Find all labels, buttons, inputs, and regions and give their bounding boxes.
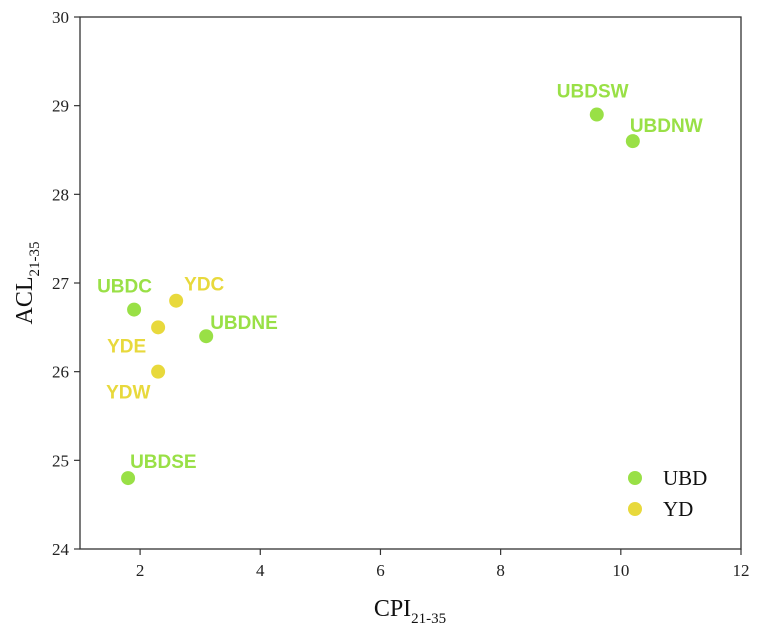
data-point-ubdnw (625, 134, 640, 149)
data-point-ydw (151, 364, 166, 379)
y-tick-label: 28 (52, 185, 69, 204)
data-label-ubdse: UBDSE (130, 452, 197, 473)
legend-marker-yd (628, 502, 642, 516)
y-tick-label: 29 (52, 97, 69, 116)
data-points (121, 107, 640, 486)
data-label-ubdsw: UBDSW (557, 82, 629, 103)
x-axis-title-main: CPI (374, 596, 411, 622)
y-tick-label: 24 (52, 540, 70, 559)
y-axis-title-main: ACL (12, 277, 38, 325)
data-label-ubdc: UBDC (97, 277, 152, 298)
x-tick-label: 8 (496, 561, 505, 580)
x-tick-label: 2 (136, 561, 145, 580)
y-axis-title-sub: 21-35 (27, 242, 43, 277)
x-tick-label: 4 (256, 561, 265, 580)
data-point-ydc (169, 293, 184, 308)
x-axis: 2 4 6 8 10 12 (136, 549, 750, 580)
x-axis-title-sub: 21-35 (411, 611, 446, 627)
y-tick-label: 30 (52, 8, 69, 27)
x-tick-label: 6 (376, 561, 385, 580)
data-label-ubdne: UBDNE (210, 313, 278, 334)
y-tick-label: 25 (52, 451, 69, 470)
data-label-ydw: YDW (106, 383, 150, 404)
legend-label-ubd: UBD (663, 466, 707, 490)
legend-label-yd: YD (663, 497, 693, 521)
data-point-ubdne (199, 329, 214, 344)
y-tick-label: 26 (52, 363, 69, 382)
y-axis: 24 25 26 27 28 29 30 (52, 8, 80, 559)
data-label-ubdnw: UBDNW (630, 116, 703, 137)
x-tick-label: 12 (733, 561, 750, 580)
data-label-yde: YDE (107, 336, 146, 357)
x-tick-label: 10 (612, 561, 629, 580)
x-axis-title: CPI21-35 (374, 596, 446, 627)
data-label-ydc: YDC (184, 275, 224, 296)
legend-marker-ubd (628, 471, 642, 485)
data-point-ubdsw (589, 107, 604, 122)
data-point-ubdc (127, 302, 142, 317)
y-tick-label: 27 (52, 274, 70, 293)
data-point-yde (151, 320, 166, 335)
legend: UBD YD (628, 466, 707, 521)
y-axis-title: ACL21-35 (12, 242, 43, 325)
data-point-ubdse (121, 471, 136, 486)
